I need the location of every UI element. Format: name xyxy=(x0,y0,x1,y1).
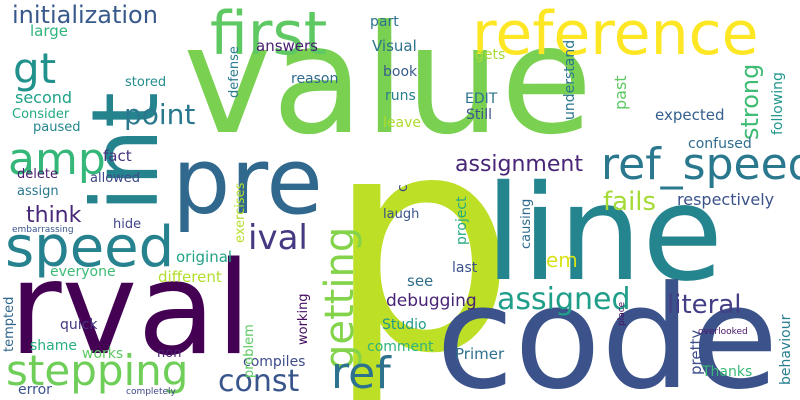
word-embarrassing: embarrassing xyxy=(12,225,74,235)
word-reference: reference xyxy=(472,0,759,69)
word-runs: runs xyxy=(385,88,416,104)
word-assignment: assignment xyxy=(455,152,583,177)
word-shame: shame xyxy=(30,338,77,354)
word-tempted: tempted xyxy=(2,296,17,352)
word-speed: speed xyxy=(5,215,175,280)
word-point: point xyxy=(124,98,196,131)
word-everyone: everyone xyxy=(50,264,116,280)
word-different: different xyxy=(158,268,222,286)
word-rval: rval xyxy=(9,235,252,384)
word-see: see xyxy=(407,272,434,290)
word-exercises: exercises xyxy=(233,182,248,243)
word-project: project xyxy=(454,196,470,245)
word-last: last xyxy=(452,260,478,276)
word-working: working xyxy=(296,293,311,345)
word-answers: answers xyxy=(256,37,318,55)
word-part: part xyxy=(370,14,399,30)
word-confused: confused xyxy=(688,136,752,152)
word-first: first xyxy=(210,0,328,69)
word-causing: causing xyxy=(519,198,534,249)
word-visual: Visual xyxy=(372,37,417,55)
word-leave: leave xyxy=(383,115,421,131)
word-amp: amp xyxy=(8,134,106,185)
word-thanks: Thanks xyxy=(702,364,753,380)
word-problem: problem xyxy=(242,324,257,378)
word-strong: strong xyxy=(736,63,764,140)
word-initialization: initialization xyxy=(12,1,158,29)
word-hide: hide xyxy=(113,217,142,232)
word-non: non xyxy=(157,346,182,361)
word-fails: fails xyxy=(603,187,657,217)
word-c: c xyxy=(395,184,411,192)
word-second: second xyxy=(15,88,73,107)
word-delete: delete xyxy=(17,167,58,182)
word-stepping: stepping xyxy=(6,346,189,395)
word-understand: understand xyxy=(562,39,578,120)
word-gets: gets xyxy=(475,47,506,63)
word-compiles: compiles xyxy=(243,354,306,370)
word-primer: Primer xyxy=(455,345,505,363)
word-error: error xyxy=(18,382,52,398)
word-stored: stored xyxy=(125,75,167,90)
word-debugging: debugging xyxy=(386,291,477,311)
word-respectively: respectively xyxy=(677,190,775,209)
word-allowed: allowed xyxy=(90,171,141,186)
word-book: book xyxy=(383,64,418,80)
word-assign: assign xyxy=(17,184,59,199)
word-ref_speed: ref_speed xyxy=(601,139,800,190)
word-reason: reason xyxy=(291,71,339,87)
word-defense: defense xyxy=(227,46,242,98)
word-still: Still xyxy=(466,107,493,123)
word-comment: comment xyxy=(367,339,434,355)
word-consider: Consider xyxy=(12,107,70,122)
word-line: line xyxy=(485,157,724,311)
word-following: following xyxy=(770,72,786,135)
word-em: em xyxy=(546,248,578,272)
word-ref: ref xyxy=(331,348,391,399)
word-works: works xyxy=(82,346,124,362)
word-paused: paused xyxy=(33,120,81,135)
word-assigned: assigned xyxy=(497,282,631,317)
word-gt: gt xyxy=(13,44,57,93)
word-laugh: laugh xyxy=(383,207,420,222)
word-past: past xyxy=(611,75,630,110)
word-value: value xyxy=(183,0,593,168)
word-completely: completely xyxy=(126,387,176,397)
word-pre: pre xyxy=(172,128,323,235)
word-studio: Studio xyxy=(382,317,427,333)
word-place: place xyxy=(617,301,627,326)
word-fact: fact xyxy=(103,147,132,165)
word-overlooked: overlooked xyxy=(698,327,748,337)
word-ival: ival xyxy=(248,218,308,258)
word-code: code xyxy=(436,256,779,400)
word-quick: quick xyxy=(60,317,98,333)
word-const: const xyxy=(218,364,300,399)
word-think: think xyxy=(26,203,82,228)
word-original: original xyxy=(176,248,233,266)
word-expected: expected xyxy=(655,106,725,124)
word-literal: literal xyxy=(667,290,742,320)
word-edit: EDIT xyxy=(465,91,498,107)
word-p: p xyxy=(326,70,517,400)
word-behaviour: behaviour xyxy=(778,314,794,385)
word-large: large xyxy=(30,22,69,40)
